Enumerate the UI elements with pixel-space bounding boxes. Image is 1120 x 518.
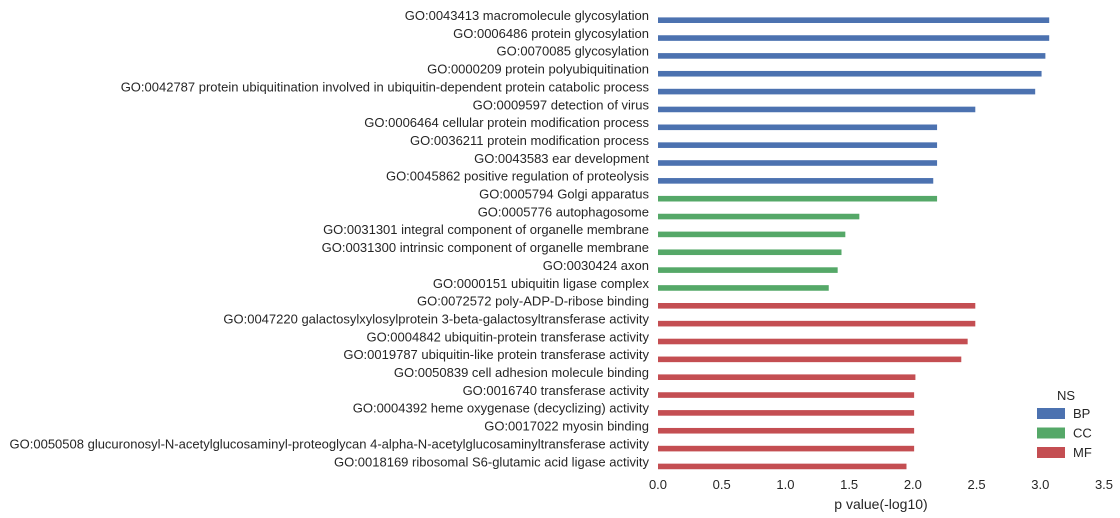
- category-label: GO:0031300 intrinsic component of organe…: [322, 240, 649, 255]
- category-label: GO:0005794 Golgi apparatus: [479, 187, 649, 202]
- bar: [658, 142, 938, 148]
- category-label: GO:0036211 protein modification process: [410, 133, 649, 148]
- category-label: GO:0070085 glycosylation: [497, 44, 649, 59]
- bar: [658, 35, 1050, 41]
- bar: [658, 249, 842, 256]
- bar: [658, 356, 962, 363]
- category-label: GO:0031301 integral component of organel…: [323, 222, 649, 237]
- category-label: GO:0043413 macromolecule glycosylation: [405, 8, 649, 23]
- x-axis-label: p value(-log10): [834, 496, 927, 512]
- category-label: GO:0043583 ear development: [474, 151, 649, 166]
- x-tick-label: 1.5: [840, 477, 858, 492]
- bar: [658, 106, 976, 113]
- category-label: GO:0004392 heme oxygenase (decyclizing) …: [353, 401, 650, 416]
- category-label: GO:0016740 transferase activity: [463, 383, 650, 398]
- x-tick-label: 3.5: [1095, 477, 1113, 492]
- legend: NS BP CC MF: [1037, 388, 1092, 460]
- bar: [658, 17, 1050, 23]
- category-label: GO:0000209 protein polyubiquitination: [427, 62, 649, 77]
- legend-label: MF: [1073, 445, 1092, 460]
- category-label: GO:0042787 protein ubiquitination involv…: [121, 79, 650, 94]
- bar: [658, 178, 934, 184]
- bar: [658, 374, 916, 380]
- bar: [658, 410, 915, 416]
- bar: [658, 124, 938, 131]
- category-label: GO:0030424 axon: [543, 258, 649, 273]
- bar: [658, 213, 860, 220]
- category-label: GO:0018169 ribosomal S6-glutamic acid li…: [334, 454, 650, 469]
- category-label-group: GO:0043413 macromolecule glycosylation GO…: [10, 8, 650, 469]
- bar-group: [658, 17, 1050, 470]
- category-label: GO:0004842 ubiquitin-protein transferase…: [366, 329, 649, 344]
- bar: [658, 445, 915, 452]
- x-tick-label: 0.0: [649, 477, 667, 492]
- category-label: GO:0019787 ubiquitin-like protein transf…: [343, 347, 649, 362]
- category-label: GO:0047220 galactosylxylosylprotein 3-be…: [223, 311, 649, 326]
- x-tick-label: 0.5: [713, 477, 731, 492]
- category-label: GO:0006464 cellular protein modification…: [364, 115, 649, 130]
- category-label: GO:0072572 poly-ADP-D-ribose binding: [417, 294, 649, 309]
- category-label: GO:0017022 myosin binding: [484, 419, 649, 434]
- category-label: GO:0050508 glucuronosyl-N-acetylglucosam…: [10, 436, 650, 451]
- legend-label: BP: [1073, 406, 1090, 421]
- bar: [658, 53, 1046, 59]
- bar: [658, 160, 938, 166]
- bar: [658, 88, 1036, 95]
- bar: [658, 70, 1042, 77]
- category-label: GO:0045862 positive regulation of proteo…: [386, 169, 650, 184]
- bar: [658, 427, 915, 434]
- bar: [658, 231, 846, 238]
- x-tick-label: 3.0: [1031, 477, 1049, 492]
- bar: [658, 267, 838, 273]
- category-label: GO:0009597 detection of virus: [473, 97, 650, 112]
- category-label: GO:0000151 ubiquitin ligase complex: [433, 276, 650, 291]
- category-label: GO:0050839 cell adhesion molecule bindin…: [394, 365, 649, 380]
- bar: [658, 338, 968, 345]
- legend-swatch: [1037, 447, 1065, 458]
- bar: [658, 285, 829, 291]
- x-tick-label: 1.0: [776, 477, 794, 492]
- legend-label: CC: [1073, 426, 1092, 441]
- bar: [658, 320, 976, 327]
- legend-item-group: BP CC MF: [1037, 406, 1092, 460]
- bar: [658, 392, 915, 398]
- category-label: GO:0006486 protein glycosylation: [453, 26, 649, 41]
- x-tick-label: 2.5: [968, 477, 986, 492]
- category-label: GO:0005776 autophagosome: [478, 204, 649, 219]
- bar: [658, 303, 976, 309]
- bar: [658, 195, 938, 202]
- bar: [658, 463, 907, 470]
- x-tick-label: 2.0: [904, 477, 922, 492]
- legend-swatch: [1037, 408, 1065, 419]
- legend-swatch: [1037, 427, 1065, 439]
- x-tick-label-group: 0.0 0.5 1.0 1.5 2.0 2.5 3.0 3.5: [649, 477, 1113, 492]
- legend-title: NS: [1057, 388, 1075, 403]
